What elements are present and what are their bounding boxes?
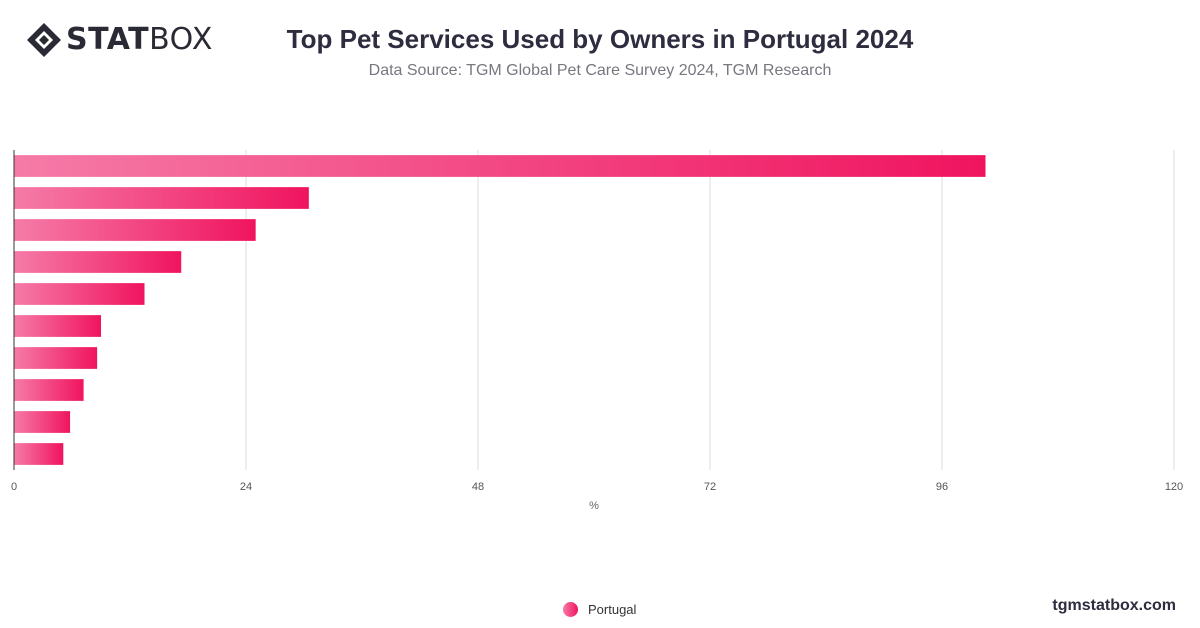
bar-4[interactable] bbox=[14, 251, 182, 273]
bar-3[interactable] bbox=[14, 219, 256, 241]
bar-8[interactable] bbox=[14, 379, 84, 401]
x-tick-label-120: 120 bbox=[1165, 481, 1183, 493]
gridlines bbox=[245, 150, 1175, 470]
bar-10[interactable] bbox=[14, 443, 64, 465]
logo-wordmark-light: BOX bbox=[149, 22, 213, 57]
legend-label-portugal: Portugal bbox=[588, 602, 637, 617]
bar-7[interactable] bbox=[14, 347, 98, 369]
bars bbox=[14, 155, 986, 465]
legend-swatch-portugal bbox=[563, 602, 578, 617]
chart-title: Top Pet Services Used by Owners in Portu… bbox=[286, 24, 914, 54]
statbox-logo: STATBOX bbox=[26, 22, 213, 58]
x-tick-label-72: 72 bbox=[704, 481, 716, 493]
bar-6[interactable] bbox=[14, 315, 101, 337]
logo-wordmark: STATBOX bbox=[66, 22, 213, 58]
x-tick-label-48: 48 bbox=[472, 481, 484, 493]
legend[interactable]: Portugal bbox=[563, 602, 636, 617]
logo-wordmark-bold: STAT bbox=[66, 22, 150, 57]
x-tick-label-0: 0 bbox=[11, 481, 17, 493]
x-tick-label-96: 96 bbox=[936, 481, 948, 493]
statbox-diamond-icon bbox=[27, 23, 61, 57]
bar-5[interactable] bbox=[14, 283, 145, 305]
x-axis-title: % bbox=[589, 500, 599, 512]
bar-2[interactable] bbox=[14, 187, 309, 209]
bar-1[interactable] bbox=[14, 155, 986, 177]
footer-site: tgmstatbox.com bbox=[1052, 597, 1176, 614]
chart-subtitle: Data Source: TGM Global Pet Care Survey … bbox=[368, 62, 832, 79]
bar-9[interactable] bbox=[14, 411, 71, 433]
axes: 0 24 48 72 96 120 bbox=[11, 150, 1183, 493]
x-tick-label-24: 24 bbox=[240, 481, 252, 493]
